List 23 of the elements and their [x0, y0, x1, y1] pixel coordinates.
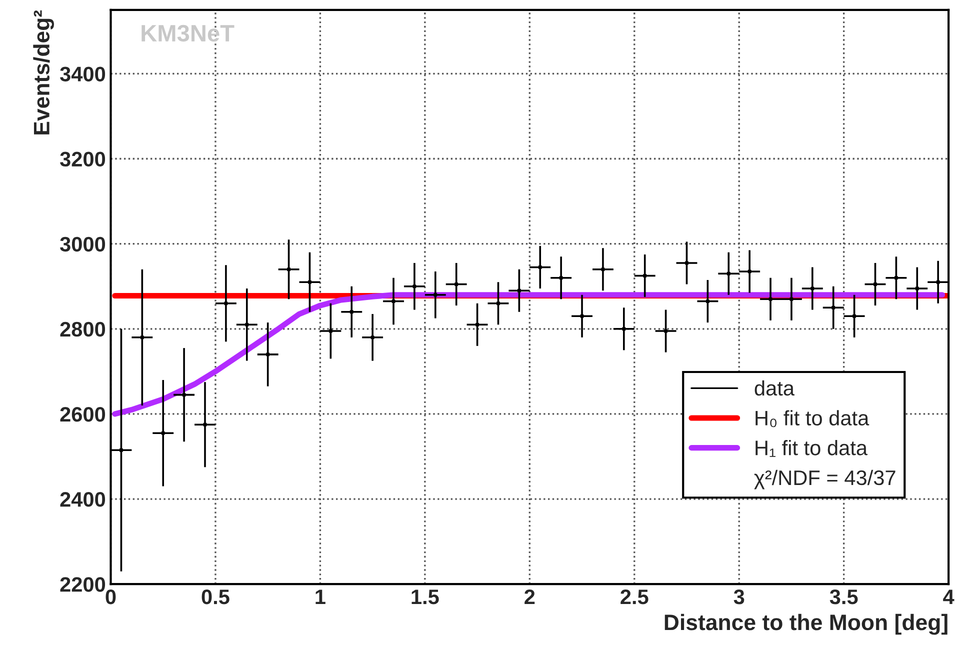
y-tick-label: 2400: [60, 492, 106, 507]
x-tick-label: 3.5: [830, 590, 858, 604]
x-tick-label: 0.5: [202, 590, 230, 604]
x-tick-label: 1.5: [412, 590, 439, 604]
y-tick-label: 2800: [60, 322, 106, 337]
y-tick-label: 3200: [60, 152, 106, 167]
x-tick-label: 4: [943, 590, 954, 604]
y-tick-label: 2200: [60, 577, 106, 592]
x-tick-label: 1: [316, 590, 326, 604]
legend-label: H₁ fit to data: [756, 440, 868, 457]
y-tick-label: 2600: [60, 406, 106, 422]
annotation: KM3NeT: [142, 24, 234, 42]
x-tick-label: 2.5: [620, 590, 648, 604]
x-tick-label: 3: [734, 590, 744, 604]
legend-label: data: [754, 380, 794, 396]
legend-label: H₀ fit to data: [756, 410, 870, 428]
x-axis-title: Distance to the Moon [deg]: [664, 614, 948, 635]
x-tick-label: 0: [106, 590, 116, 604]
y-tick-label: 3000: [60, 236, 106, 252]
y-tick-label: 3400: [60, 66, 106, 82]
x-tick-label: 2: [524, 590, 535, 604]
y-axis-title: Events/deg²: [33, 10, 54, 134]
annotation: χ²/NDF = 43/37: [754, 470, 896, 490]
